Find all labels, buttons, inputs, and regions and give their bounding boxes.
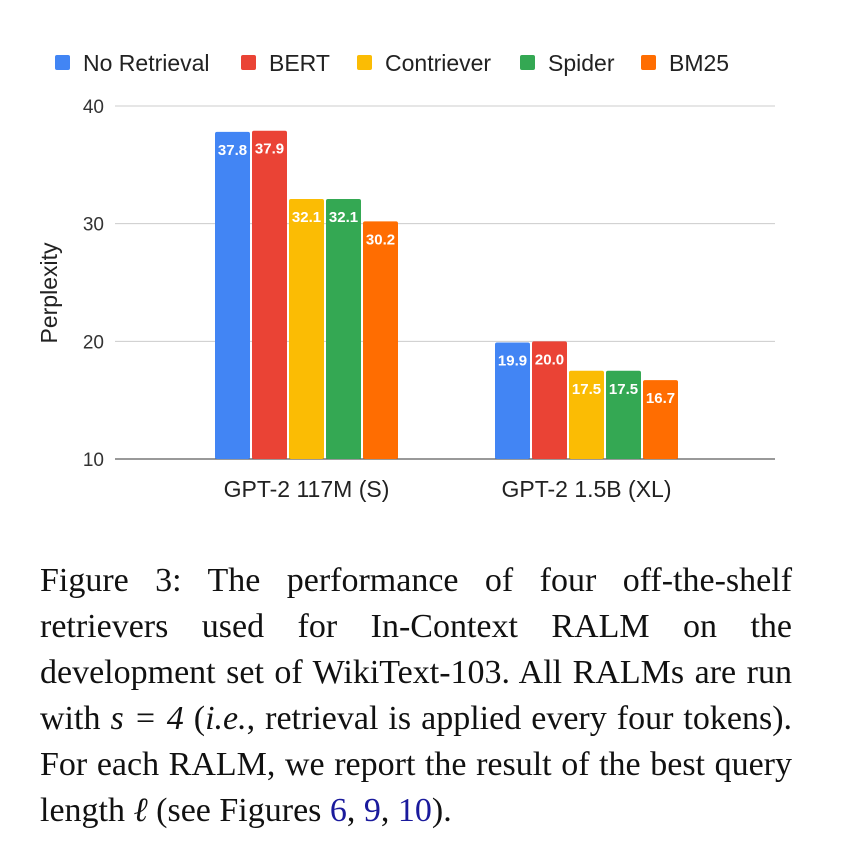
bar — [569, 370, 604, 459]
legend-label: Spider — [548, 50, 615, 76]
legend-item[interactable]: BM25 — [641, 50, 729, 76]
data-label: 37.8 — [218, 142, 247, 159]
figure-label: Figure 3: — [40, 562, 182, 599]
bar — [215, 131, 250, 460]
caption-sep-1: , — [346, 792, 356, 829]
data-label: 30.2 — [366, 231, 395, 248]
x-category-label: GPT-2 1.5B (XL) — [501, 476, 671, 502]
y-tick-label: 20 — [83, 332, 104, 353]
legend-item[interactable]: Spider — [520, 50, 615, 76]
legend-swatch — [520, 55, 535, 70]
legend-label: BERT — [269, 50, 330, 76]
math-l: ℓ — [133, 792, 148, 829]
caption-text-1: The performance of four off-the-shelf re… — [40, 562, 793, 737]
x-axis-categories: GPT-2 117M (S) GPT-2 1.5B (XL) — [224, 476, 672, 502]
caption-paren-open: ( — [193, 700, 206, 737]
caption-text-3: (see Figures — [156, 792, 322, 829]
caption-ie: i.e. — [205, 700, 247, 737]
bar — [326, 198, 361, 459]
y-axis-ticks: 10 20 30 40 — [83, 97, 104, 471]
legend-swatch — [241, 55, 256, 70]
data-label: 16.7 — [646, 390, 675, 407]
legend-label: BM25 — [669, 50, 729, 76]
data-label: 17.5 — [609, 381, 638, 398]
data-label: 20.0 — [535, 351, 564, 368]
caption-sep-2: , — [380, 792, 390, 829]
legend-swatch — [357, 55, 372, 70]
legend-label: No Retrieval — [83, 50, 210, 76]
figure-ref-10[interactable]: 10 — [397, 792, 432, 829]
data-label: 37.9 — [255, 141, 284, 158]
legend-label: Contriever — [385, 50, 491, 76]
chart-legend: No Retrieval BERT Contriever Spider BM25 — [55, 50, 729, 76]
caption-end: ). — [431, 792, 452, 829]
y-axis-title: Perplexity — [36, 242, 62, 343]
bar-chart: No Retrieval BERT Contriever Spider BM25 10 2… — [36, 50, 775, 502]
bar — [606, 370, 641, 459]
chart-bars — [215, 130, 678, 460]
data-label: 32.1 — [329, 209, 358, 226]
legend-item[interactable]: BERT — [241, 50, 330, 76]
chart-data-labels: 37.8 37.9 32.1 32.1 30.2 19.9 20.0 17.5 17.5 16.7 — [218, 141, 675, 407]
figure-ref-6[interactable]: 6 — [329, 792, 347, 829]
legend-item[interactable]: Contriever — [357, 50, 491, 76]
bar — [495, 342, 530, 459]
data-label: 17.5 — [572, 381, 601, 398]
bar — [532, 341, 567, 459]
y-tick-label: 40 — [83, 97, 104, 118]
data-label: 19.9 — [498, 353, 527, 370]
caption-text-2: , retrieval is applied every four tokens… — [40, 700, 793, 829]
math-s: s = 4 — [110, 700, 184, 737]
x-category-label: GPT-2 117M (S) — [224, 476, 390, 502]
legend-swatch — [55, 55, 70, 70]
bar — [363, 221, 398, 459]
figure-caption: Figure 3: The performance of four off-th… — [40, 558, 792, 834]
legend-item[interactable]: No Retrieval — [55, 50, 210, 76]
figure-ref-9[interactable]: 9 — [363, 792, 381, 829]
legend-swatch — [641, 55, 656, 70]
data-label: 32.1 — [292, 209, 321, 226]
bar — [252, 130, 287, 459]
y-tick-label: 30 — [83, 215, 104, 236]
bar — [643, 380, 678, 459]
y-tick-label: 10 — [83, 450, 104, 471]
bar — [289, 198, 324, 459]
